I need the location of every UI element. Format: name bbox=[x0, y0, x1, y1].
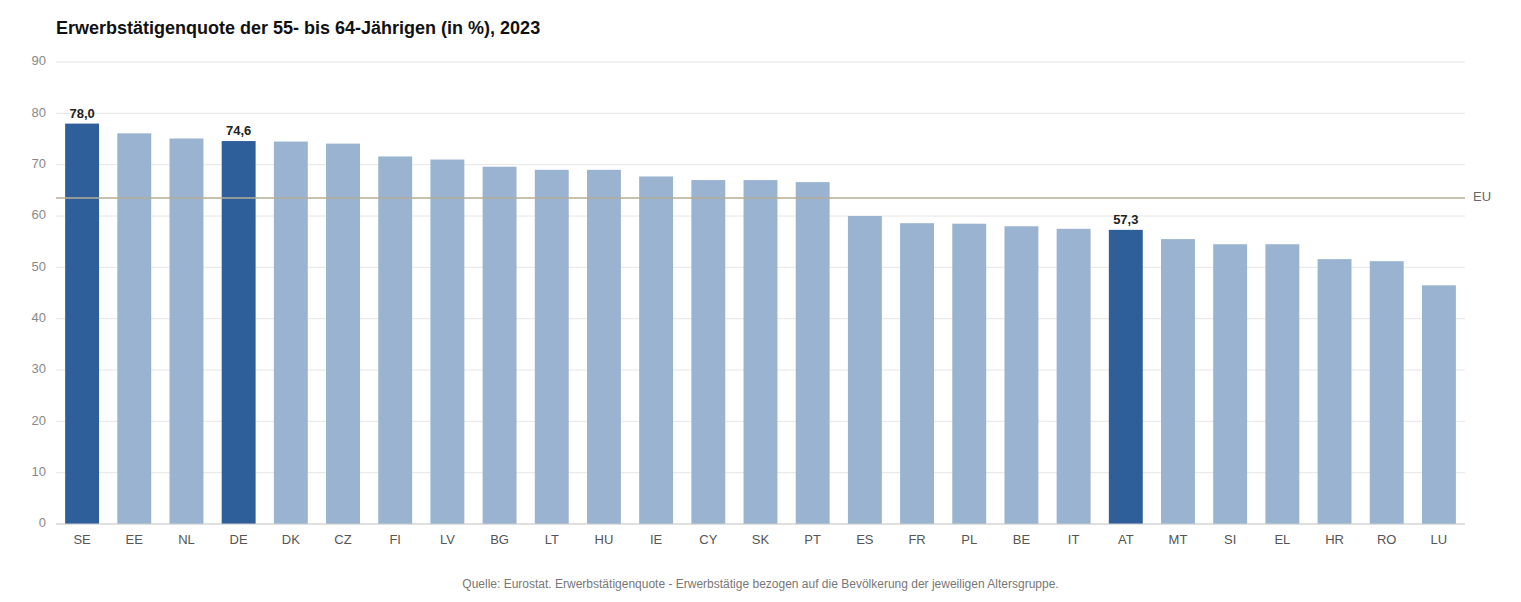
y-tick-label: 20 bbox=[32, 413, 46, 428]
grid-line bbox=[56, 164, 1465, 165]
bar bbox=[744, 180, 778, 524]
y-tick-label: 90 bbox=[32, 53, 46, 68]
x-tick-label: SI bbox=[1224, 532, 1236, 547]
bar bbox=[952, 224, 986, 524]
data-label: 78,0 bbox=[69, 106, 94, 121]
data-label: 74,6 bbox=[226, 123, 251, 138]
grid-line bbox=[56, 113, 1465, 114]
x-tick-label: CY bbox=[699, 532, 717, 547]
bar bbox=[535, 170, 569, 524]
bar bbox=[691, 180, 725, 524]
title: Erwerbstätigenquote der 55- bis 64-Jähri… bbox=[56, 18, 540, 38]
reference-label: EU bbox=[1473, 189, 1491, 204]
bar bbox=[1265, 244, 1299, 524]
bar bbox=[587, 170, 621, 524]
bar bbox=[796, 182, 830, 524]
x-tick-label: AT bbox=[1118, 532, 1134, 547]
bar bbox=[1057, 229, 1091, 524]
y-axis: 0 10 20 30 40 50 60 70 80 90 bbox=[32, 53, 1465, 530]
bar bbox=[848, 216, 882, 524]
bar bbox=[1004, 226, 1038, 524]
reference-lines: EU bbox=[56, 189, 1491, 204]
bar bbox=[378, 156, 412, 524]
x-tick-label: NL bbox=[178, 532, 195, 547]
bars bbox=[65, 124, 1456, 524]
y-tick-label: 40 bbox=[32, 310, 46, 325]
bar bbox=[274, 142, 308, 524]
y-tick-label: 80 bbox=[32, 105, 46, 120]
x-tick-label: SE bbox=[73, 532, 91, 547]
x-tick-label: DE bbox=[230, 532, 248, 547]
x-tick-label: LT bbox=[545, 532, 559, 547]
bar bbox=[117, 133, 151, 524]
reference-line bbox=[56, 197, 1465, 199]
bar bbox=[900, 223, 934, 524]
y-tick-label: 70 bbox=[32, 156, 46, 171]
x-tick-label: EL bbox=[1274, 532, 1290, 547]
y-tick-label: 50 bbox=[32, 259, 46, 274]
bar bbox=[1109, 230, 1143, 524]
grid-line bbox=[56, 524, 1465, 525]
bar bbox=[1213, 244, 1247, 524]
bar bbox=[639, 176, 673, 524]
x-tick-label: CZ bbox=[334, 532, 351, 547]
bar bbox=[326, 144, 360, 524]
x-tick-label: HR bbox=[1325, 532, 1344, 547]
x-tick-label: PL bbox=[961, 532, 977, 547]
y-tick-label: 0 bbox=[39, 515, 46, 530]
x-tick-label: LU bbox=[1431, 532, 1448, 547]
x-tick-label: FI bbox=[389, 532, 401, 547]
x-tick-label: MT bbox=[1169, 532, 1188, 547]
bar bbox=[170, 138, 204, 524]
bar bbox=[483, 167, 517, 524]
x-tick-label: ES bbox=[856, 532, 874, 547]
x-tick-label: IT bbox=[1068, 532, 1080, 547]
x-tick-label: BE bbox=[1013, 532, 1031, 547]
bar bbox=[1422, 285, 1456, 524]
x-tick-label: EE bbox=[126, 532, 144, 547]
chart: Erwerbstätigenquote der 55- bis 64-Jähri… bbox=[0, 0, 1521, 602]
bar bbox=[1161, 239, 1195, 524]
x-tick-label: HU bbox=[595, 532, 614, 547]
bar bbox=[65, 124, 99, 524]
x-tick-label: BG bbox=[490, 532, 509, 547]
x-axis: SE EE NL DE DK CZ FI LV BG LT HU IE CY SK PT ES FR PL BE IT… bbox=[73, 532, 1447, 547]
x-tick-label: LV bbox=[440, 532, 455, 547]
data-labels: 78,0 74,6 57,3 bbox=[69, 106, 1138, 227]
bar bbox=[1370, 261, 1404, 524]
source: Quelle: Eurostat. Erwerbstätigenquote - … bbox=[462, 577, 1058, 591]
y-tick-label: 60 bbox=[32, 207, 46, 222]
y-tick-label: 30 bbox=[32, 361, 46, 376]
x-tick-label: RO bbox=[1377, 532, 1397, 547]
bar bbox=[1318, 259, 1352, 524]
x-tick-label: PT bbox=[804, 532, 821, 547]
bar bbox=[430, 160, 464, 524]
y-tick-label: 10 bbox=[32, 464, 46, 479]
grid-line bbox=[56, 62, 1465, 63]
data-label: 57,3 bbox=[1113, 212, 1138, 227]
x-axis-line bbox=[56, 524, 1465, 525]
x-tick-label: SK bbox=[752, 532, 770, 547]
x-tick-label: DK bbox=[282, 532, 300, 547]
x-tick-label: FR bbox=[908, 532, 925, 547]
x-tick-label: IE bbox=[650, 532, 663, 547]
